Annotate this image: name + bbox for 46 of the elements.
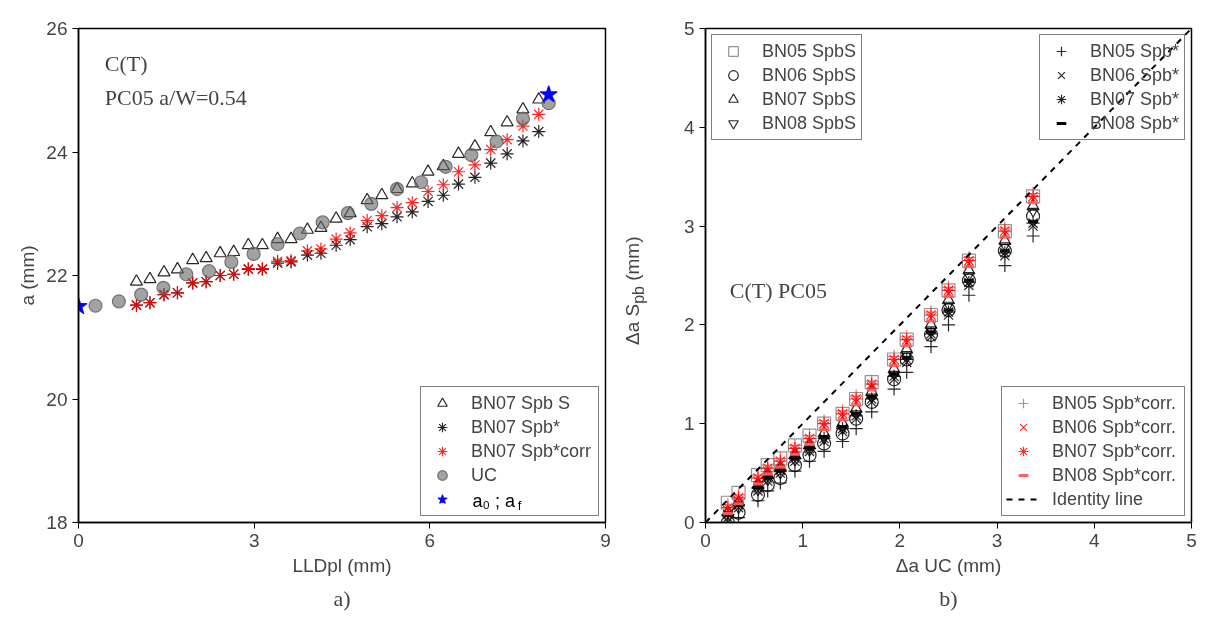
legend-label: BN05 SpbS	[762, 39, 857, 63]
y-tick-label: 22	[46, 265, 68, 286]
y-tick-label: 5	[683, 18, 695, 39]
y-tick-label: 18	[46, 512, 68, 533]
legend-label: BN07 SpbS	[762, 87, 857, 111]
legend-label: BN06 Spb*corr.	[1052, 415, 1178, 439]
annotation: PC05 a/W=0.54	[104, 85, 247, 111]
y-tick-label: 24	[46, 141, 68, 163]
y-tick-label: 4	[683, 116, 695, 138]
annotation: C(T) PC05	[729, 277, 827, 303]
annotation: C(T)	[104, 50, 148, 76]
y-tick-label: 3	[683, 215, 695, 237]
x-tick-label: 1	[797, 529, 808, 551]
text: a)	[333, 585, 351, 611]
legend-label: Identity line	[1052, 487, 1145, 511]
y-tick-label: 2	[683, 314, 695, 336]
x-tick-label: 3	[248, 529, 260, 551]
legend-label: BN07 Spb*	[1090, 87, 1180, 111]
legend-label: BN08 SpbS	[762, 111, 857, 135]
x-tick-label: 2	[894, 529, 906, 551]
x-axis-title: LLDpl (mm)	[292, 554, 392, 576]
y-tick-label: 0	[683, 512, 695, 533]
legend-label: BN07 Spb*	[471, 415, 562, 439]
text: b)	[939, 585, 958, 611]
x-tick-label: 9	[600, 529, 611, 551]
legend-label: BN05 Spb*corr.	[1052, 391, 1178, 415]
x-tick-label: 5	[1186, 529, 1197, 551]
y-tick-label: 1	[683, 413, 695, 435]
x-tick-label: 6	[424, 529, 436, 551]
y-axis-title: a (mm)	[17, 245, 39, 306]
x-tick-label: 4	[1089, 529, 1101, 551]
x-tick-label: 3	[991, 529, 1003, 551]
legend-label: BN07 Spb*corr.	[1052, 439, 1178, 463]
legend-label: BN06 SpbS	[762, 63, 857, 87]
legend-label: BN05 Spb*	[1090, 39, 1180, 63]
x-tick-label: 0	[700, 529, 711, 551]
x-tick-label: 0	[73, 529, 84, 551]
y-tick-label: 20	[46, 388, 68, 410]
legend-label: UC	[471, 463, 498, 487]
legend-label: BN08 Spb*corr.	[1052, 463, 1178, 487]
legend-label: BN07 Spb*corr	[471, 439, 593, 463]
x-axis-title: Δa UC (mm)	[895, 554, 1002, 576]
legend-label: BN07 Spb S	[471, 391, 572, 415]
y-tick-label: 26	[46, 18, 68, 39]
legend-label: BN08 Spb*	[1090, 111, 1180, 135]
legend-label: BN06 Spb*	[1090, 63, 1180, 87]
